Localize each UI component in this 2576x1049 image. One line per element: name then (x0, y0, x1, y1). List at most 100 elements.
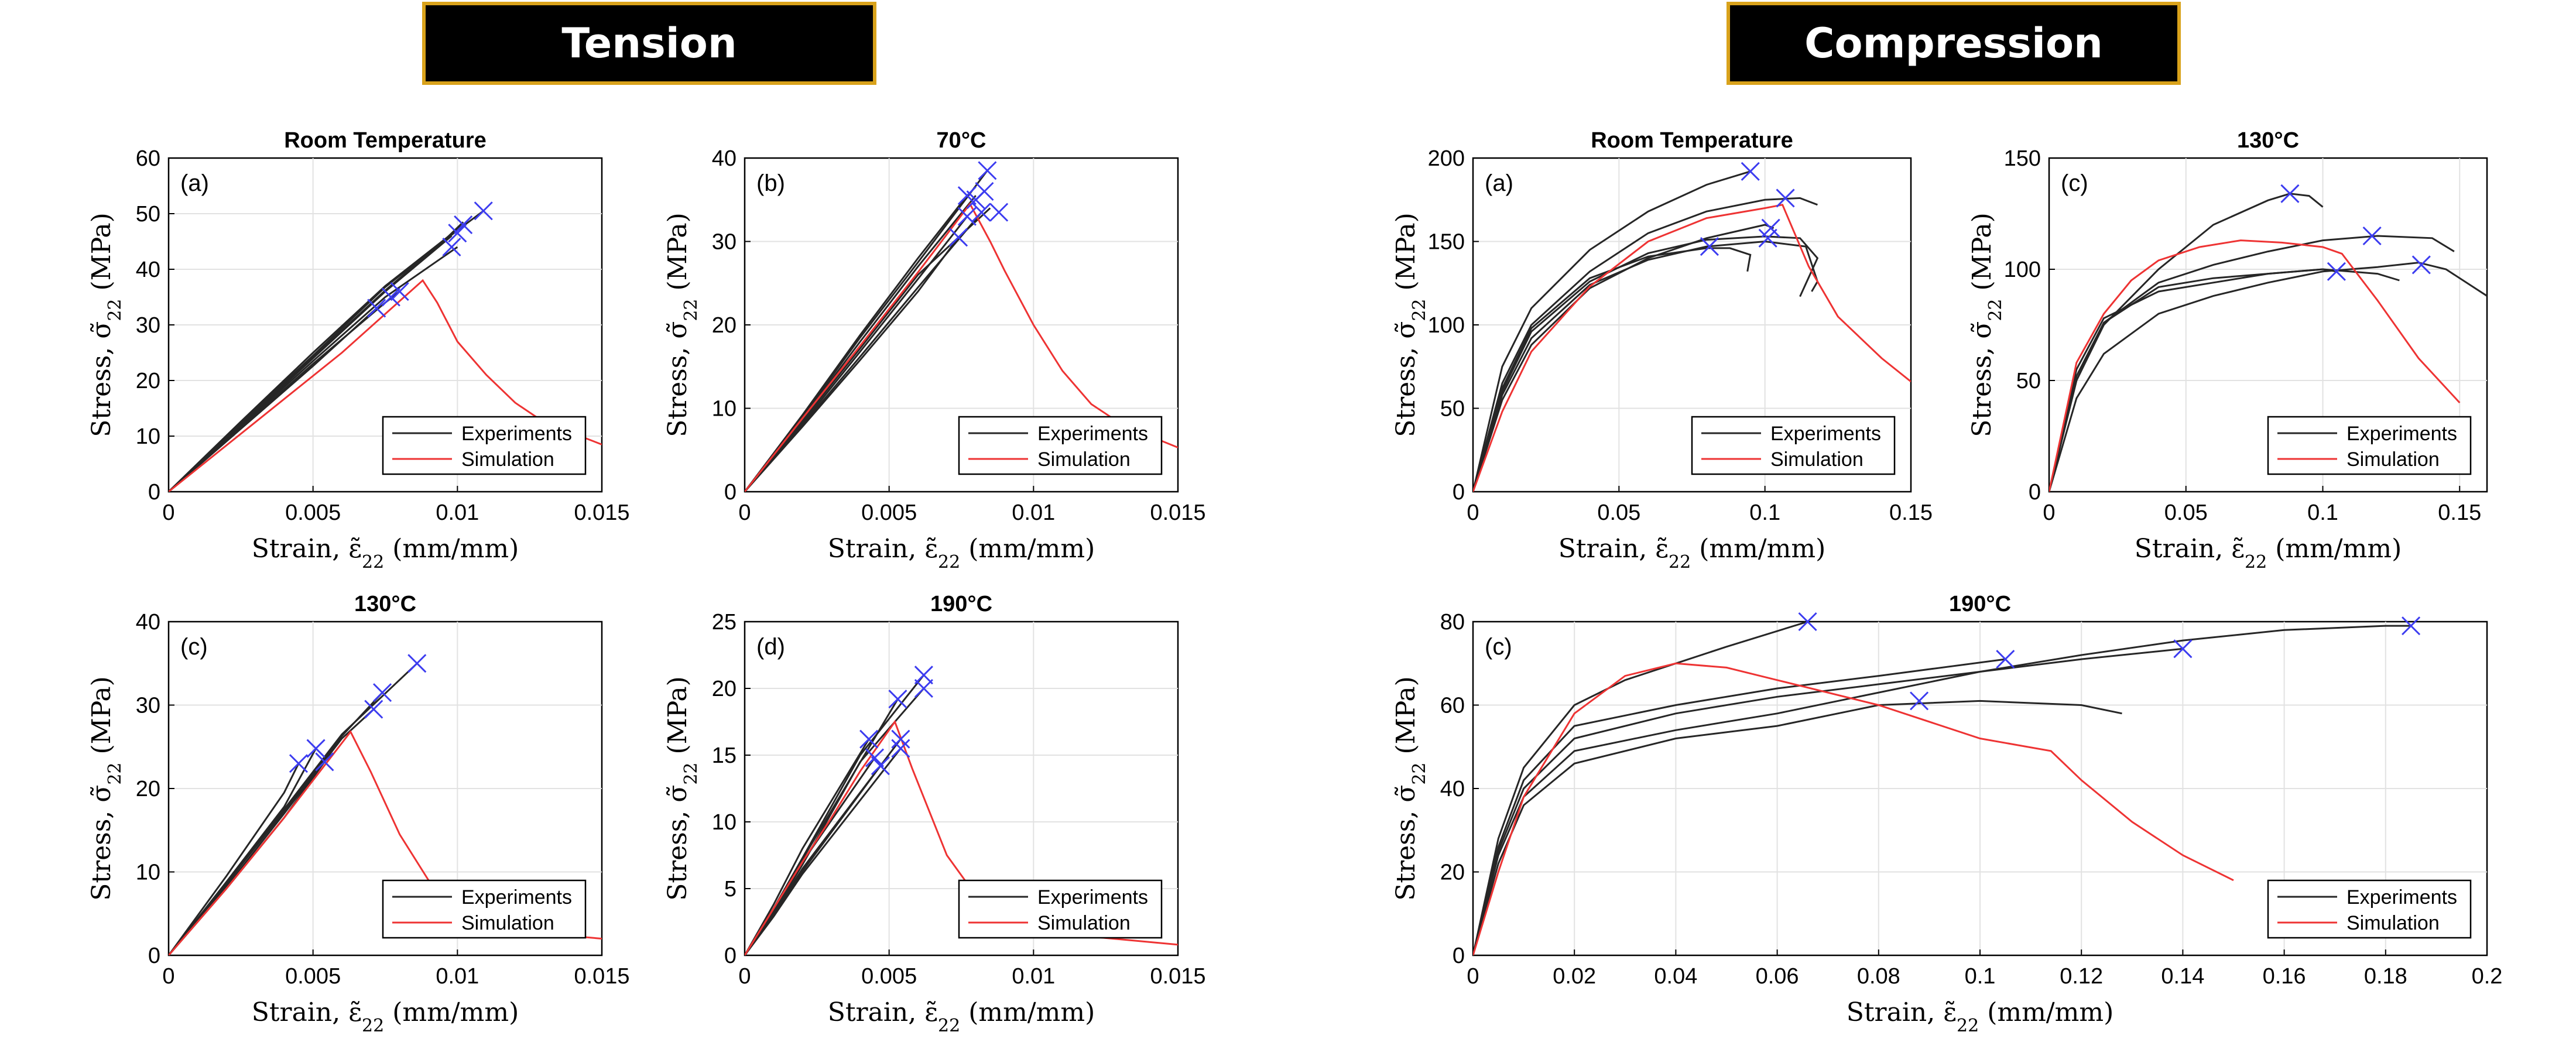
failure-marker (957, 207, 977, 226)
y-tick-label: 0 (724, 480, 737, 505)
x-axis-label: Strain, ε̃22 (mm/mm) (828, 534, 1095, 573)
x-axis-label: Strain, ε̃22 (mm/mm) (828, 997, 1095, 1036)
y-tick-label: 50 (1440, 397, 1465, 421)
y-tick-label: 25 (712, 610, 737, 635)
y-tick-label: 50 (2016, 369, 2041, 393)
legend: Experiments Simulation (2267, 879, 2472, 939)
experiment-curve (745, 207, 991, 492)
failure-marker (407, 654, 427, 673)
legend-label-simulation: Simulation (2347, 448, 2440, 471)
y-tick-label: 0 (1453, 944, 1465, 968)
experiment-curve (169, 221, 464, 492)
legend: Experiments Simulation (958, 879, 1163, 939)
experiment-curve (2049, 268, 2400, 492)
failure-marker (454, 215, 473, 235)
x-tick-label: 0 (1467, 500, 1479, 525)
y-axis-label: Stress, σ̃22 (MPa) (87, 212, 125, 437)
experiment-curve (1473, 197, 1818, 492)
x-tick-label: 0.015 (1150, 500, 1205, 525)
y-tick-label: 60 (136, 146, 160, 171)
failure-marker (1741, 162, 1760, 181)
y-tick-label: 5 (724, 877, 737, 901)
x-tick-label: 0.01 (436, 500, 479, 525)
simulation-curve (2049, 239, 2461, 492)
x-axis-label: Strain, ε̃22 (mm/mm) (252, 997, 519, 1036)
y-tick-label: 20 (712, 677, 737, 701)
chart-title: 130°C (2237, 128, 2299, 153)
chart-compression-130c: 0 0.05 0.1 0.15 0 50 100 150 130°C (c) Strain, ε̃2… (1967, 128, 2488, 573)
experiment-curve (169, 763, 300, 955)
y-tick-label: 150 (1428, 230, 1465, 255)
y-tick-label: 100 (2004, 258, 2041, 282)
y-tick-label: 10 (136, 861, 160, 885)
failure-marker (865, 748, 885, 767)
x-tick-label: 0.015 (574, 500, 629, 525)
chart-title: 70°C (937, 128, 986, 153)
y-tick-label: 20 (136, 369, 160, 393)
x-tick-label: 0.01 (1012, 964, 1055, 989)
chart-title: 130°C (354, 592, 416, 616)
legend-label-simulation: Simulation (1037, 448, 1131, 471)
failure-marker (1700, 236, 1719, 256)
failure-marker (978, 161, 997, 180)
y-tick-label: 150 (2004, 146, 2041, 171)
failure-marker (373, 683, 392, 702)
plot-series (2049, 193, 2487, 492)
experiment-curve (1473, 247, 1752, 492)
plot-series (745, 170, 1178, 492)
x-tick-label: 0 (162, 500, 174, 525)
y-axis-label: Stress, σ̃22 (MPa) (663, 212, 701, 437)
failure-marker (972, 203, 991, 222)
legend-label-simulation: Simulation (461, 912, 554, 934)
failure-marker (888, 690, 907, 709)
failure-marker (289, 754, 309, 773)
y-tick-label: 200 (1428, 146, 1465, 171)
failure-marker (989, 203, 1009, 222)
x-tick-label: 0.015 (574, 964, 629, 989)
x-tick-label: 0.18 (2364, 964, 2407, 989)
legend-label-experiments: Experiments (461, 886, 572, 909)
y-tick-label: 0 (724, 944, 737, 968)
header-tension-text: Tension (561, 19, 737, 67)
legend: Experiments Simulation (382, 879, 587, 939)
plot-series (1473, 170, 1911, 492)
failure-marker (1996, 650, 2015, 669)
legend-label-experiments: Experiments (461, 423, 572, 445)
legend: Experiments Simulation (2267, 416, 2472, 475)
experiment-curve (1473, 622, 1808, 955)
x-tick-label: 0.05 (2164, 500, 2208, 525)
simulation-curve (1473, 662, 2234, 955)
y-axis-label: Stress, σ̃22 (MPa) (663, 676, 701, 901)
y-axis-label: Stress, σ̃22 (MPa) (1391, 676, 1430, 901)
failure-marker (975, 181, 994, 201)
y-tick-label: 40 (712, 146, 737, 171)
legend: Experiments Simulation (382, 416, 587, 475)
x-axis-label: Strain, ε̃22 (mm/mm) (1847, 997, 2114, 1036)
failure-marker (891, 729, 910, 749)
y-tick-label: 30 (136, 313, 160, 338)
x-tick-label: 0.015 (1150, 964, 1205, 989)
y-tick-label: 40 (1440, 777, 1465, 801)
y-tick-label: 10 (712, 810, 737, 835)
y-axis-label: Stress, σ̃22 (MPa) (1967, 212, 2006, 437)
legend: Experiments Simulation (1691, 416, 1896, 475)
y-tick-label: 30 (136, 694, 160, 718)
chart-title: Room Temperature (1591, 128, 1793, 153)
header-compression-text: Compression (1804, 19, 2103, 67)
failure-marker (2280, 184, 2300, 203)
failure-marker (2327, 262, 2346, 281)
failure-marker (1910, 691, 1929, 711)
failure-marker (381, 287, 400, 307)
y-tick-label: 40 (136, 258, 160, 282)
experiment-curve (1473, 224, 1775, 492)
x-tick-label: 0 (2043, 500, 2055, 525)
simulation-curve (1473, 204, 1911, 492)
experiment-curve (1473, 647, 2183, 955)
experiment-curve (745, 236, 960, 492)
chart-compression-room-temperature: 0 0.05 0.1 0.15 0 50 100 150 200 Room Temperature… (1391, 128, 1933, 573)
y-tick-label: 0 (148, 944, 160, 968)
legend-label-experiments: Experiments (2347, 886, 2457, 909)
failure-marker (364, 700, 383, 719)
failure-marker (306, 739, 326, 758)
chart-tension-70c: 0 0.005 0.01 0.015 0 10 20 30 40 70°C (b) Strain, ε… (663, 128, 1206, 573)
